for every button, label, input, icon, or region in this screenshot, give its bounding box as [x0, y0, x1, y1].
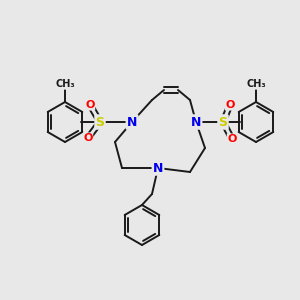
Text: O: O — [227, 134, 237, 144]
Text: S: S — [95, 116, 104, 128]
Text: N: N — [191, 116, 201, 128]
Text: O: O — [85, 100, 95, 110]
Text: N: N — [153, 161, 163, 175]
Text: S: S — [218, 116, 227, 128]
Text: CH₃: CH₃ — [246, 79, 266, 89]
Text: O: O — [83, 133, 93, 143]
Text: CH₃: CH₃ — [55, 79, 75, 89]
Text: O: O — [225, 100, 235, 110]
Text: N: N — [127, 116, 137, 128]
